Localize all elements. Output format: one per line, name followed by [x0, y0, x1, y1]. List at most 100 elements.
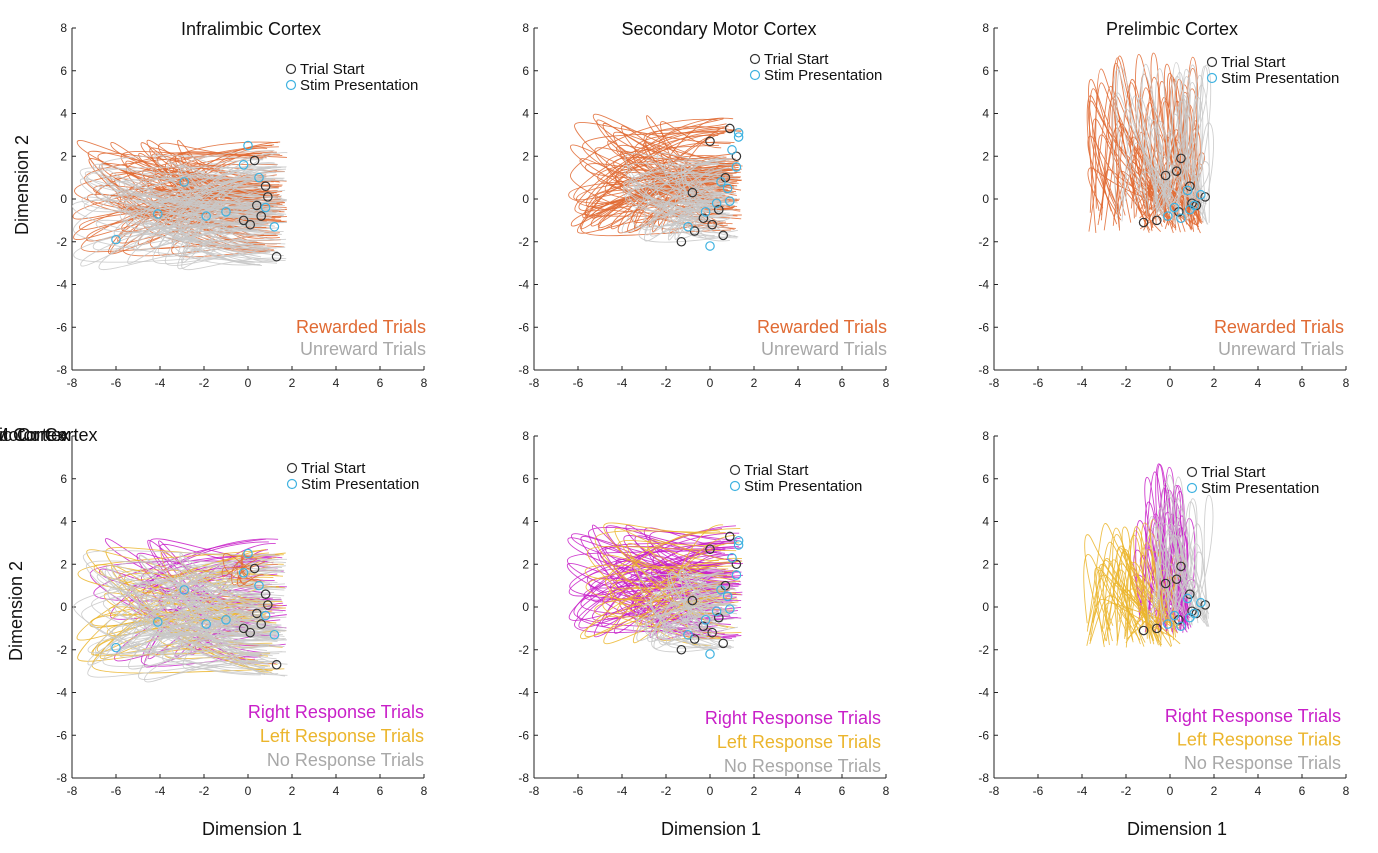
x-tick-label: 8 [421, 784, 428, 798]
trajectory-line [680, 568, 726, 628]
trajectory-line [584, 561, 739, 637]
x-tick-label: -8 [67, 376, 78, 390]
y-tick-label: 6 [522, 64, 529, 78]
y-tick-label: 6 [982, 472, 989, 486]
trajectory-line [119, 166, 287, 237]
stim-marker [254, 580, 264, 591]
trial-start-marker [713, 204, 724, 215]
y-tick-label: -8 [56, 771, 67, 785]
stim-marker [269, 221, 280, 232]
trial-start-marker [731, 151, 742, 162]
trial-start-marker [724, 123, 735, 134]
y-tick-label: 2 [982, 149, 989, 163]
x-tick-label: -8 [529, 784, 540, 798]
x-axis-label: Dimension 1 [1127, 819, 1227, 839]
stim-marker [683, 221, 693, 232]
x-tick-label: 2 [289, 376, 296, 390]
x-tick-label: 8 [1343, 784, 1350, 798]
legend-label: Stim Presentation [301, 476, 419, 493]
legend-label: Trial Start [1221, 54, 1286, 71]
trajectory-line [1136, 105, 1160, 208]
x-tick-label: -8 [67, 784, 78, 798]
trajectory-line [1146, 516, 1177, 623]
trajectory-line [1121, 95, 1175, 222]
x-tick-label: 4 [795, 784, 802, 798]
trajectory-line [1083, 553, 1132, 628]
trajectory-line [181, 200, 274, 230]
stim-marker [243, 140, 253, 151]
trajectories [1086, 52, 1214, 234]
trajectory-line [98, 189, 286, 271]
x-axis-label: Dimension 1 [661, 819, 761, 839]
x-tick-label: -8 [529, 376, 540, 390]
trajectory-line [1114, 92, 1192, 220]
trajectory-line [1112, 69, 1179, 212]
trajectory-line [149, 194, 282, 263]
trajectory-line [645, 177, 728, 212]
trajectory-line [1102, 558, 1134, 646]
x-tick-label: 0 [707, 376, 714, 390]
trajectory-line [1116, 142, 1184, 219]
legend-label: Trial Start [300, 61, 365, 78]
category-label: Unreward Trials [761, 339, 887, 359]
trial-start-marker [698, 213, 709, 224]
y-tick-label: -6 [56, 728, 67, 742]
trajectory-line [636, 572, 727, 641]
y-tick-label: -8 [518, 363, 529, 377]
trial-start-marker [1152, 623, 1162, 634]
trajectory-line [624, 170, 723, 222]
legend-label: Stim Presentation [764, 67, 882, 84]
x-tick-label: 2 [1211, 784, 1218, 798]
trial-start-marker [1171, 574, 1182, 585]
series-no-response-trials [73, 550, 288, 683]
stim-marker [727, 553, 737, 563]
trajectory-line [152, 166, 271, 265]
trajectory-line [169, 584, 285, 657]
trajectory-line [1121, 526, 1150, 648]
y-tick-label: 2 [982, 557, 989, 571]
legend-marker [286, 478, 298, 490]
trajectory-line [151, 178, 269, 220]
stim-marker [724, 196, 735, 206]
stim-marker [705, 649, 715, 659]
trajectory-line [184, 609, 282, 631]
trajectory-line [1169, 501, 1198, 618]
y-tick-label: 8 [522, 21, 529, 35]
trajectory-line [1151, 551, 1172, 646]
trajectory-line [231, 555, 248, 586]
x-tick-label: 8 [883, 376, 890, 390]
y-tick-label: -4 [518, 278, 529, 292]
trajectory-line [1117, 569, 1146, 643]
trial-start-marker [676, 236, 687, 247]
stim-marker [727, 145, 737, 155]
trajectory-line [604, 155, 718, 205]
trial-start-marker [718, 638, 728, 649]
x-tick-label: -2 [1121, 784, 1132, 798]
trajectory-line [1152, 481, 1205, 629]
trial-start-marker [1187, 606, 1197, 617]
trajectory-line [79, 167, 287, 261]
trajectory-line [178, 578, 268, 667]
trajectories [1083, 463, 1214, 648]
trajectory-line [1133, 526, 1164, 645]
category-label: Left Response Trials [1177, 730, 1341, 750]
trajectory-line [636, 568, 726, 614]
category-label: Right Response Trials [705, 708, 881, 728]
trial-start-marker [249, 563, 260, 574]
y-tick-label: -4 [978, 278, 989, 292]
x-tick-label: -6 [573, 784, 584, 798]
trial-start-marker [698, 621, 709, 632]
trajectory-line [123, 180, 266, 223]
trajectory-line [1157, 76, 1197, 203]
trajectory-line [1089, 88, 1151, 233]
trajectory-line [236, 561, 254, 586]
x-tick-label: 4 [333, 376, 340, 390]
trajectory-line [654, 618, 735, 642]
stim-marker [153, 209, 163, 219]
trajectories [568, 113, 744, 251]
panel-1: -8-8 -6 -6 -4 -4 -2 -2 0 0 2 2 4 4 6 6 8 8 Infralimbic Co… [56, 19, 427, 390]
trajectory-line [72, 198, 273, 243]
category-label: Rewarded Trials [296, 317, 426, 337]
x-tick-label: 4 [1255, 376, 1262, 390]
y-tick-label: -4 [56, 278, 67, 292]
